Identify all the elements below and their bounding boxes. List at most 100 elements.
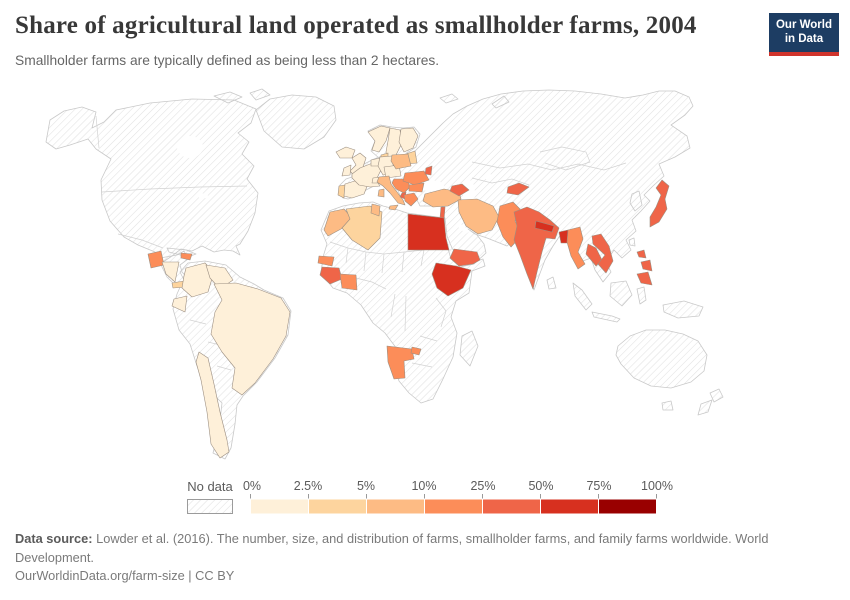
country-iran[interactable] xyxy=(457,198,500,235)
island-new-guinea[interactable] xyxy=(662,300,704,319)
country-guinea[interactable] xyxy=(319,266,343,285)
border-mongolia xyxy=(539,146,591,171)
country-sicily[interactable] xyxy=(388,204,399,211)
landmass-north-america[interactable] xyxy=(45,98,259,263)
country-honduras-nicaragua[interactable] xyxy=(161,261,180,283)
country-zimbabwe[interactable] xyxy=(410,346,422,356)
country-south-korea[interactable] xyxy=(629,190,643,212)
border-africa-7 xyxy=(390,293,396,318)
country-hispaniola[interactable] xyxy=(180,252,193,261)
legend-tick-6: 75% xyxy=(586,479,612,493)
border-africa-5 xyxy=(420,249,425,267)
country-cote-divoire[interactable] xyxy=(339,273,358,291)
legend-tick-3: 10% xyxy=(411,479,437,493)
country-brazil[interactable] xyxy=(210,282,291,396)
country-moldova[interactable] xyxy=(424,165,433,176)
legend-bin-1[interactable] xyxy=(308,498,367,514)
data-source-text: Lowder et al. (2016). The number, size, … xyxy=(15,531,769,565)
landmass-greenland[interactable] xyxy=(255,94,337,150)
country-caucasus[interactable] xyxy=(449,183,470,197)
country-vietnam[interactable] xyxy=(591,233,614,274)
country-madagascar[interactable] xyxy=(459,330,479,367)
border-africa-11 xyxy=(411,362,433,368)
owid-logo[interactable]: Our World in Data xyxy=(768,13,839,56)
landmass-arctic-islands-2[interactable] xyxy=(249,88,271,101)
island-sulawesi[interactable] xyxy=(636,286,647,305)
country-morocco[interactable] xyxy=(323,208,353,237)
island-borneo[interactable] xyxy=(609,280,633,307)
country-new-zealand-north[interactable] xyxy=(709,388,724,403)
country-greece[interactable] xyxy=(403,192,419,207)
country-nepal[interactable] xyxy=(534,220,555,233)
country-finland[interactable] xyxy=(398,127,419,153)
legend-bin-3[interactable] xyxy=(424,498,483,514)
country-new-zealand-south[interactable] xyxy=(697,399,713,416)
landmass-australia[interactable] xyxy=(615,329,708,389)
country-egypt[interactable] xyxy=(407,213,450,251)
border-us-canada xyxy=(101,185,248,193)
island-java[interactable] xyxy=(591,311,621,323)
island-sumatra[interactable] xyxy=(572,282,593,311)
country-guatemala[interactable] xyxy=(147,250,165,269)
country-italy[interactable] xyxy=(376,175,406,206)
country-yemen[interactable] xyxy=(449,248,481,267)
country-ireland[interactable] xyxy=(341,164,352,177)
country-romania[interactable] xyxy=(402,170,430,186)
country-ecuador[interactable] xyxy=(171,295,188,313)
country-poland[interactable] xyxy=(390,153,412,170)
world-map-svg xyxy=(45,88,724,460)
country-ethiopia[interactable] xyxy=(431,262,472,297)
border-africa-10 xyxy=(419,335,438,342)
island-novaya-zemlya[interactable] xyxy=(491,95,510,109)
legend-bin-6[interactable] xyxy=(598,498,657,514)
border-alaska-canada xyxy=(95,115,100,149)
border-africa-8 xyxy=(404,295,407,332)
country-philippines-mindanao[interactable] xyxy=(636,271,653,286)
country-iceland[interactable] xyxy=(335,146,356,159)
world-map[interactable] xyxy=(0,88,850,480)
no-data-swatch-rect[interactable] xyxy=(187,499,233,514)
country-tunisia[interactable] xyxy=(370,203,381,217)
country-portugal[interactable] xyxy=(337,184,346,199)
legend-no-data-label: No data xyxy=(187,479,233,494)
border-asia-2 xyxy=(471,177,530,186)
data-source-note: Data source: Lowder et al. (2016). The n… xyxy=(15,530,777,567)
country-japan[interactable] xyxy=(649,179,670,228)
country-bulgaria[interactable] xyxy=(408,182,425,193)
border-africa-1 xyxy=(345,247,349,264)
page-title: Share of agricultural land operated as s… xyxy=(15,12,697,39)
border-africa-9 xyxy=(435,297,447,328)
legend-bin-2[interactable] xyxy=(366,498,425,514)
landmass-arctic-islands-1[interactable] xyxy=(213,91,243,104)
island-tasmania[interactable] xyxy=(661,400,674,411)
country-philippines-visayas[interactable] xyxy=(640,259,653,272)
country-turkey[interactable] xyxy=(422,188,462,208)
country-sri-lanka[interactable] xyxy=(546,276,557,290)
country-sardinia[interactable] xyxy=(377,188,385,198)
country-chile[interactable] xyxy=(195,351,230,459)
black-sea xyxy=(420,180,444,192)
island-svalbard[interactable] xyxy=(439,93,459,104)
legend-bin-5[interactable] xyxy=(540,498,599,514)
legend-bin-0[interactable] xyxy=(250,498,309,514)
border-sahel xyxy=(329,241,425,255)
border-south-america-3 xyxy=(189,319,207,325)
border-africa-2 xyxy=(363,251,367,272)
country-senegal[interactable] xyxy=(317,255,335,267)
border-africa-6 xyxy=(355,277,387,290)
country-taiwan[interactable] xyxy=(628,237,636,247)
hudson-bay xyxy=(177,136,203,158)
license-link[interactable]: OurWorldinData.org/farm-size | CC BY xyxy=(15,568,235,583)
country-kyrgyzstan[interactable] xyxy=(506,182,530,196)
legend-tick-5: 50% xyxy=(528,479,554,493)
country-myanmar[interactable] xyxy=(566,226,586,270)
legend-tick-1: 2.5% xyxy=(293,479,323,493)
legend-bin-4[interactable] xyxy=(482,498,541,514)
legend-tick-4: 25% xyxy=(470,479,496,493)
legend-no-data-swatch[interactable] xyxy=(187,499,233,514)
country-philippines-luzon[interactable] xyxy=(636,249,647,259)
country-norway[interactable] xyxy=(367,125,391,153)
country-colombia[interactable] xyxy=(181,262,215,298)
